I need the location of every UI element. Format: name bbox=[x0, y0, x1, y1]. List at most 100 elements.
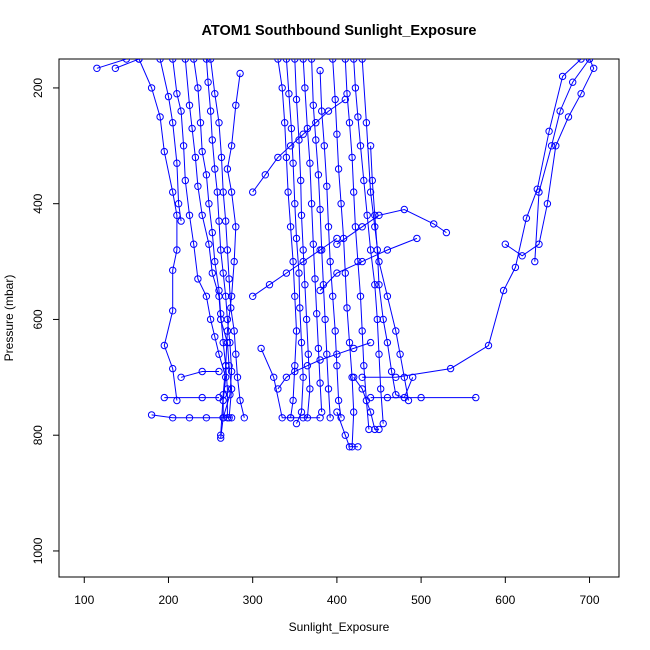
profile-series bbox=[282, 59, 307, 428]
data-point bbox=[400, 373, 408, 381]
data-point bbox=[341, 95, 349, 104]
profile-series bbox=[217, 69, 244, 439]
data-point bbox=[312, 136, 320, 144]
data-point bbox=[204, 78, 212, 86]
data-point bbox=[217, 310, 225, 318]
profile-series bbox=[249, 95, 349, 196]
data-point bbox=[232, 101, 240, 110]
data-point bbox=[354, 443, 362, 451]
data-point bbox=[160, 393, 169, 402]
data-point bbox=[430, 220, 438, 228]
data-point bbox=[334, 396, 343, 405]
data-point bbox=[217, 431, 225, 439]
series-line bbox=[319, 237, 418, 291]
profile-series bbox=[501, 59, 598, 260]
data-point bbox=[211, 257, 219, 266]
data-point bbox=[309, 101, 317, 110]
data-point bbox=[289, 159, 297, 167]
series-line bbox=[138, 59, 178, 401]
series-line bbox=[260, 348, 321, 419]
data-point bbox=[169, 307, 177, 315]
series-line bbox=[370, 145, 414, 399]
series-line bbox=[319, 70, 342, 418]
data-point bbox=[377, 385, 385, 393]
data-point bbox=[169, 364, 177, 373]
data-point bbox=[564, 113, 573, 121]
data-point bbox=[558, 72, 567, 81]
data-point bbox=[307, 59, 316, 63]
data-point bbox=[518, 252, 526, 260]
data-point bbox=[324, 223, 333, 231]
data-point bbox=[341, 269, 349, 277]
data-point bbox=[366, 338, 375, 347]
data-point bbox=[552, 142, 560, 150]
data-point bbox=[316, 246, 324, 254]
data-point bbox=[174, 200, 183, 208]
data-point bbox=[292, 234, 301, 243]
series-line bbox=[220, 73, 241, 436]
data-point bbox=[227, 367, 236, 376]
data-point bbox=[316, 414, 324, 422]
data-point bbox=[202, 171, 211, 179]
data-point bbox=[324, 385, 333, 393]
data-point bbox=[569, 78, 577, 86]
x-tick-label: 300 bbox=[243, 593, 263, 607]
data-point bbox=[577, 59, 585, 63]
data-point bbox=[156, 59, 164, 63]
data-point bbox=[173, 90, 181, 98]
data-point bbox=[297, 338, 306, 347]
series-line bbox=[294, 59, 311, 418]
x-tick-label: 700 bbox=[580, 593, 600, 607]
data-point bbox=[306, 385, 314, 393]
data-point bbox=[362, 119, 371, 127]
data-point bbox=[311, 275, 319, 283]
data-point bbox=[169, 59, 177, 63]
profile-series bbox=[329, 59, 358, 451]
data-point bbox=[417, 393, 425, 402]
data-point bbox=[484, 341, 493, 350]
data-point bbox=[181, 59, 189, 63]
data-point bbox=[111, 64, 120, 73]
data-point bbox=[329, 292, 337, 300]
data-point bbox=[292, 327, 301, 335]
data-point bbox=[499, 286, 508, 295]
data-point bbox=[299, 414, 307, 422]
data-point bbox=[198, 147, 206, 156]
x-tick-label: 200 bbox=[158, 593, 178, 607]
series-line bbox=[353, 59, 384, 424]
data-point bbox=[351, 84, 360, 92]
data-point bbox=[535, 188, 543, 196]
data-point bbox=[213, 188, 222, 196]
data-point bbox=[274, 153, 282, 162]
data-point bbox=[307, 200, 316, 208]
data-point bbox=[341, 431, 349, 439]
data-point bbox=[348, 153, 356, 162]
data-point bbox=[177, 217, 185, 225]
data-point bbox=[230, 257, 238, 266]
profile-series bbox=[333, 205, 451, 248]
data-point bbox=[190, 240, 198, 248]
data-point bbox=[147, 84, 156, 92]
profile-series bbox=[316, 66, 345, 422]
data-point bbox=[350, 59, 358, 63]
data-point bbox=[409, 373, 417, 381]
data-point bbox=[358, 257, 366, 266]
data-point bbox=[169, 414, 177, 422]
profile-series bbox=[274, 338, 375, 393]
data-point bbox=[413, 234, 421, 243]
data-point bbox=[368, 176, 376, 185]
data-point bbox=[208, 228, 217, 237]
data-point bbox=[208, 136, 217, 144]
data-point bbox=[181, 176, 190, 185]
data-point bbox=[543, 200, 552, 208]
data-point bbox=[590, 64, 598, 73]
data-point bbox=[333, 408, 341, 416]
y-tick-label: 1000 bbox=[31, 537, 45, 564]
profile-series bbox=[358, 59, 585, 381]
data-point bbox=[236, 396, 244, 405]
data-point bbox=[208, 269, 217, 277]
data-point bbox=[202, 292, 211, 300]
data-point bbox=[227, 292, 236, 300]
data-point bbox=[577, 90, 585, 98]
data-point bbox=[299, 130, 307, 138]
